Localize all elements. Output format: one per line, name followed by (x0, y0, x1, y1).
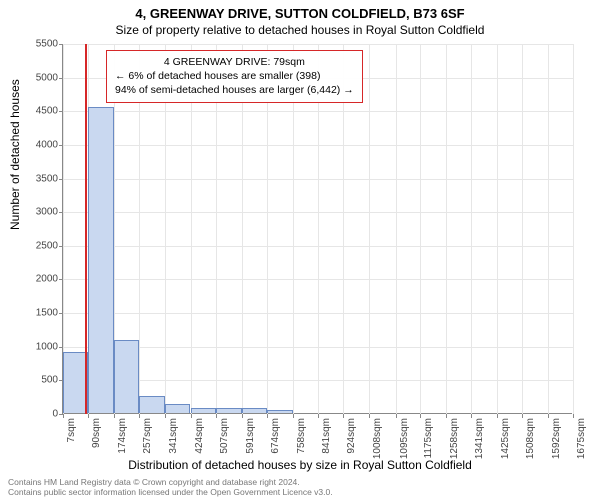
gridline-vertical (522, 44, 523, 414)
gridline-vertical (471, 44, 472, 414)
gridline-vertical (548, 44, 549, 414)
footer-attribution: Contains HM Land Registry data © Crown c… (8, 478, 333, 498)
ytick-label: 1500 (18, 308, 58, 319)
chart-title-main: 4, GREENWAY DRIVE, SUTTON COLDFIELD, B73… (0, 0, 600, 21)
x-axis-label: Distribution of detached houses by size … (0, 458, 600, 472)
xtick-label: 1508sqm (525, 418, 536, 459)
annotation-line-larger: 94% of semi-detached houses are larger (… (115, 83, 354, 97)
histogram-bar (88, 107, 114, 413)
xtick-mark (343, 414, 344, 418)
xtick-label: 1675sqm (576, 418, 587, 459)
xtick-mark (471, 414, 472, 418)
xtick-mark (446, 414, 447, 418)
xtick-label: 758sqm (296, 418, 307, 454)
xtick-mark (318, 414, 319, 418)
gridline-vertical (446, 44, 447, 414)
chart-plot-region: 0500100015002000250030003500400045005000… (62, 44, 572, 414)
xtick-mark (114, 414, 115, 418)
xtick-mark (396, 414, 397, 418)
ytick-label: 4500 (18, 106, 58, 117)
histogram-bar (242, 408, 267, 413)
xtick-label: 174sqm (117, 418, 128, 454)
ytick-label: 2500 (18, 240, 58, 251)
xtick-mark (497, 414, 498, 418)
xtick-mark (165, 414, 166, 418)
histogram-bar (165, 404, 190, 413)
histogram-bar (267, 410, 293, 413)
xtick-label: 1175sqm (423, 418, 434, 458)
xtick-label: 1095sqm (399, 418, 410, 459)
xtick-label: 7sqm (66, 418, 77, 442)
footer-line-2: Contains public sector information licen… (8, 488, 333, 498)
histogram-bar (114, 340, 139, 413)
ytick-label: 1000 (18, 341, 58, 352)
xtick-label: 257sqm (142, 418, 153, 454)
ytick-label: 3500 (18, 173, 58, 184)
xtick-label: 507sqm (219, 418, 230, 454)
xtick-mark (267, 414, 268, 418)
ytick-label: 500 (18, 375, 58, 386)
xtick-label: 424sqm (194, 418, 205, 454)
xtick-mark (522, 414, 523, 418)
xtick-mark (63, 414, 64, 418)
xtick-label: 591sqm (245, 418, 256, 454)
gridline-vertical (420, 44, 421, 414)
ytick-label: 5500 (18, 39, 58, 50)
gridline-vertical (497, 44, 498, 414)
histogram-bar (191, 408, 216, 413)
chart-title-sub: Size of property relative to detached ho… (0, 21, 600, 37)
xtick-label: 1008sqm (372, 418, 383, 459)
xtick-mark (420, 414, 421, 418)
xtick-mark (88, 414, 89, 418)
property-annotation-box: 4 GREENWAY DRIVE: 79sqm ← 6% of detached… (106, 50, 363, 103)
ytick-label: 4000 (18, 139, 58, 150)
gridline-vertical (573, 44, 574, 414)
xtick-label: 90sqm (91, 418, 102, 448)
xtick-mark (573, 414, 574, 418)
xtick-label: 841sqm (321, 418, 332, 454)
annotation-line-property: 4 GREENWAY DRIVE: 79sqm (115, 55, 354, 69)
ytick-label: 2000 (18, 274, 58, 285)
property-marker-line (85, 44, 87, 414)
xtick-mark (139, 414, 140, 418)
xtick-label: 1592sqm (551, 418, 562, 459)
xtick-label: 924sqm (346, 418, 357, 454)
ytick-label: 3000 (18, 207, 58, 218)
xtick-label: 1341sqm (474, 418, 485, 459)
gridline-vertical (369, 44, 370, 414)
ytick-label: 0 (18, 409, 58, 420)
histogram-bar (216, 408, 242, 413)
xtick-mark (191, 414, 192, 418)
xtick-label: 1425sqm (500, 418, 511, 459)
xtick-mark (369, 414, 370, 418)
xtick-mark (293, 414, 294, 418)
xtick-mark (216, 414, 217, 418)
histogram-bar (139, 396, 165, 413)
gridline-vertical (396, 44, 397, 414)
ytick-label: 5000 (18, 72, 58, 83)
xtick-label: 341sqm (168, 418, 179, 454)
xtick-label: 674sqm (270, 418, 281, 454)
xtick-mark (242, 414, 243, 418)
xtick-mark (548, 414, 549, 418)
annotation-line-smaller: ← 6% of detached houses are smaller (398… (115, 69, 354, 83)
xtick-label: 1258sqm (449, 418, 460, 459)
